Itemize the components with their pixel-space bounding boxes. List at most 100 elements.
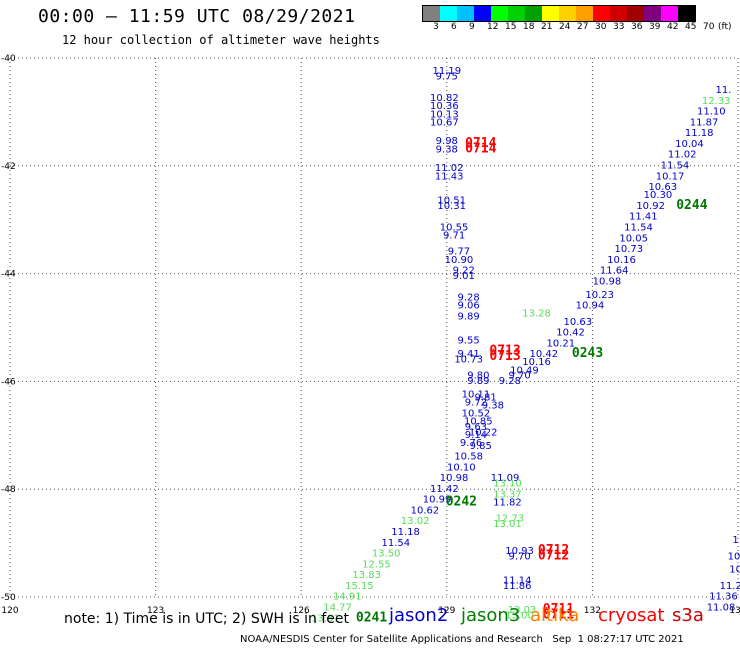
swh-value-label: 11.18 xyxy=(685,128,714,139)
color-scale-bar xyxy=(422,5,696,22)
swh-value-label: 9.89 xyxy=(467,376,489,387)
swh-value-label: 9.77 xyxy=(448,247,470,258)
swh-value-label: 9.81 xyxy=(474,392,496,403)
swh-value-label: 10.92 xyxy=(636,201,665,212)
scale-label: 3 xyxy=(433,22,439,32)
swh-value-label: 12.55 xyxy=(362,559,391,570)
y-tick-label: -50 xyxy=(1,593,16,603)
y-tick-label: -48 xyxy=(1,485,16,495)
swh-value-label: 9.71 xyxy=(443,231,465,242)
x-tick-label: 126 xyxy=(293,606,310,616)
y-tick-label: -42 xyxy=(1,162,16,172)
swh-value-label: 13.02 xyxy=(401,516,430,527)
scale-swatch xyxy=(423,6,440,21)
scale-label: 6 xyxy=(451,22,457,32)
y-tick-label: -44 xyxy=(1,270,16,280)
swh-value-label: 11.2 xyxy=(720,581,740,592)
swh-value-label: 11.41 xyxy=(629,212,658,223)
scale-label: 18 xyxy=(523,22,535,32)
pass-time-label: 0711 xyxy=(543,602,574,617)
scale-label: 15 xyxy=(505,22,517,32)
swh-value-label: 11.87 xyxy=(690,117,719,128)
swh-value-label: 13.00 xyxy=(505,611,534,622)
swh-value-label: 11.18 xyxy=(391,527,420,538)
swh-value-label: 10.13 xyxy=(430,109,459,120)
swh-value-label: 10.31 xyxy=(437,201,466,212)
y-tick-label: -40 xyxy=(1,54,16,64)
swh-value-label: 9.01 xyxy=(453,271,475,282)
scale-swatch xyxy=(678,6,695,21)
swh-value-label: 15.15 xyxy=(345,581,374,592)
legend-s3a: s3a xyxy=(672,605,704,626)
swh-value-label: 9.75 xyxy=(436,72,458,83)
swh-value-label: 9.63 xyxy=(465,422,487,433)
swh-value-label: 10 xyxy=(729,565,740,576)
swh-value-label: 11.19 xyxy=(432,66,461,77)
swh-value-label: 10.62 xyxy=(411,505,440,516)
legend-cryosat: cryosat xyxy=(598,605,665,626)
legend-jason3: jason3 xyxy=(461,605,521,626)
swh-value-label: 9.55 xyxy=(458,336,480,347)
chart-subtitle: 12 hour collection of altimeter wave hei… xyxy=(62,33,380,47)
swh-value-label: 10.42 xyxy=(556,328,585,339)
swh-value-label: 9.89 xyxy=(458,311,480,322)
scale-label: 70 xyxy=(703,22,715,32)
scale-swatch xyxy=(610,6,627,21)
swh-value-label: 10.58 xyxy=(454,452,483,463)
swh-value-label: 9.28 xyxy=(458,293,480,304)
scale-label: 39 xyxy=(649,22,661,32)
swh-value-label: 10.11 xyxy=(462,390,491,401)
swh-value-label: 10.90 xyxy=(445,255,474,266)
swh-value-label: 10.42 xyxy=(530,349,559,360)
swh-value-label: 9.98 xyxy=(436,136,458,147)
swh-value-label: 9.22 xyxy=(453,266,475,277)
swh-value-label: 10.98 xyxy=(440,473,469,484)
swh-value-label: 9.85 xyxy=(470,441,492,452)
pass-time-label: 0244 xyxy=(676,198,707,213)
swh-value-label: 10.55 xyxy=(440,222,469,233)
swh-value-label: 11.54 xyxy=(382,538,411,549)
swh-value-label: 10.23 xyxy=(585,290,614,301)
swh-value-label: 11.14 xyxy=(503,576,532,587)
scale-label: 33 xyxy=(613,22,625,32)
scale-swatch xyxy=(593,6,610,21)
legend-altika: altika xyxy=(530,605,580,626)
scale-label: 42 xyxy=(667,22,679,32)
swh-value-label: 11.10 xyxy=(697,107,726,118)
scale-swatch xyxy=(491,6,508,21)
pass-time-label: 0712 xyxy=(538,548,569,563)
pass-time-label: 0714 xyxy=(465,141,496,156)
swh-value-label: 10.99 xyxy=(423,495,452,506)
swh-value-label: 10.16 xyxy=(522,357,551,368)
swh-value-label: 9.80 xyxy=(467,371,489,382)
swh-value-label: 10.52 xyxy=(462,408,491,419)
swh-value-label: 9.70 xyxy=(508,551,530,562)
swh-value-label: 10.04 xyxy=(675,139,704,150)
swh-value-label: 13.83 xyxy=(352,570,381,581)
swh-value-label: 10.30 xyxy=(644,190,673,201)
swh-value-label: 10.22 xyxy=(469,427,498,438)
swh-value-label: 9.76 xyxy=(460,438,482,449)
swh-value-label: 11.43 xyxy=(435,171,464,182)
swh-value-label: 11.82 xyxy=(493,497,522,508)
swh-value-label: 13.01 xyxy=(493,519,522,530)
scale-label: 36 xyxy=(631,22,643,32)
scale-label: 27 xyxy=(577,22,589,32)
swh-value-label: 10.21 xyxy=(547,338,576,349)
scale-label: 24 xyxy=(559,22,571,32)
swh-value-label: 10.63 xyxy=(648,182,677,193)
footer-credit: NOAA/NESDIS Center for Satellite Applica… xyxy=(240,634,684,645)
pass-time-label: 0243 xyxy=(572,346,603,361)
swh-value-label: 10.93 xyxy=(505,546,534,557)
swh-value-label: 9.70 xyxy=(508,371,530,382)
swh-value-label: 10.67 xyxy=(430,117,459,128)
swh-value-label: 9.72 xyxy=(465,398,487,409)
axis-ticks: 120 123 126 129 132 135 -40 -42 -44 -46 -48 -50 xyxy=(1,54,740,616)
swh-value-label: 10.05 xyxy=(619,233,648,244)
scale-label: 45 xyxy=(685,22,697,32)
swh-value-label: 10.49 xyxy=(510,365,539,376)
swh-value-label: 1 xyxy=(732,535,738,546)
scale-swatch xyxy=(559,6,576,21)
swh-value-label: 9.38 xyxy=(482,400,504,411)
scale-swatch xyxy=(644,6,661,21)
